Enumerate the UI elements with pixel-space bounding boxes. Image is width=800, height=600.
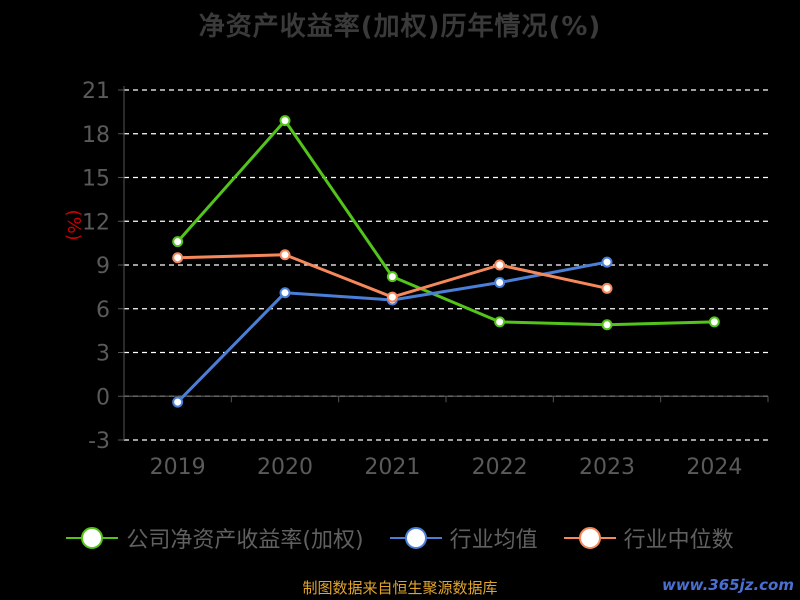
watermark: www.365jz.com [661,576,794,594]
data-point [494,277,506,288]
data-point [279,287,291,299]
chart-title: 净资产收益率(加权)历年情况(%) [198,12,602,42]
legend-marker-icon [66,527,119,549]
series-line-1 [176,260,608,404]
y-tick-label: -3 [88,429,110,454]
y-tick-label: 0 [96,385,110,410]
data-point [601,256,613,268]
data-point [279,115,291,127]
y-tick-label: 6 [96,298,110,323]
x-tick-label: 2022 [472,455,528,480]
data-point [708,316,720,328]
gridlines [124,89,768,441]
legend-item[interactable]: 公司净资产收益率(加权) [66,522,364,554]
series-lines [172,115,720,408]
y-tick-label: 12 [82,210,110,235]
legend-item[interactable]: 行业均值 [389,522,538,554]
x-tick-label: 2023 [579,455,635,480]
source-note: 制图数据来自恒生聚源数据库 [302,579,498,597]
data-point [172,236,184,248]
legend-label: 行业均值 [449,528,538,553]
series-line-0 [176,119,715,327]
data-point [386,291,398,303]
axes: -3 0 3 6 9 12 15 18 21 2019 2020 2021 2022 2023 2024 (%… [63,79,769,480]
legend-marker-icon [389,527,442,549]
data-point [494,316,506,328]
x-tick-label: 2019 [150,455,206,480]
data-point [386,271,398,283]
data-point [172,252,184,264]
y-tick-label: 15 [82,167,110,192]
legend-item[interactable]: 行业中位数 [563,522,734,554]
y-tick-label: 9 [96,254,110,279]
y-tick-label: 21 [82,79,110,104]
data-point [601,319,613,331]
y-tick-label: 18 [82,123,110,148]
y-axis-label: (%) [63,210,84,241]
y-tick-label: 3 [96,342,110,367]
data-point [279,249,291,261]
legend-label: 行业中位数 [623,528,734,553]
x-tick-label: 2021 [364,455,420,480]
x-tick-label: 2020 [257,455,313,480]
legend-label: 公司净资产收益率(加权) [126,528,364,553]
data-point [601,282,613,294]
legend: 公司净资产收益率(加权) 行业均值 行业中位数 [0,522,800,554]
data-point [172,396,184,408]
data-point [494,259,506,271]
x-tick-label: 2024 [686,455,742,480]
legend-marker-icon [563,527,616,549]
